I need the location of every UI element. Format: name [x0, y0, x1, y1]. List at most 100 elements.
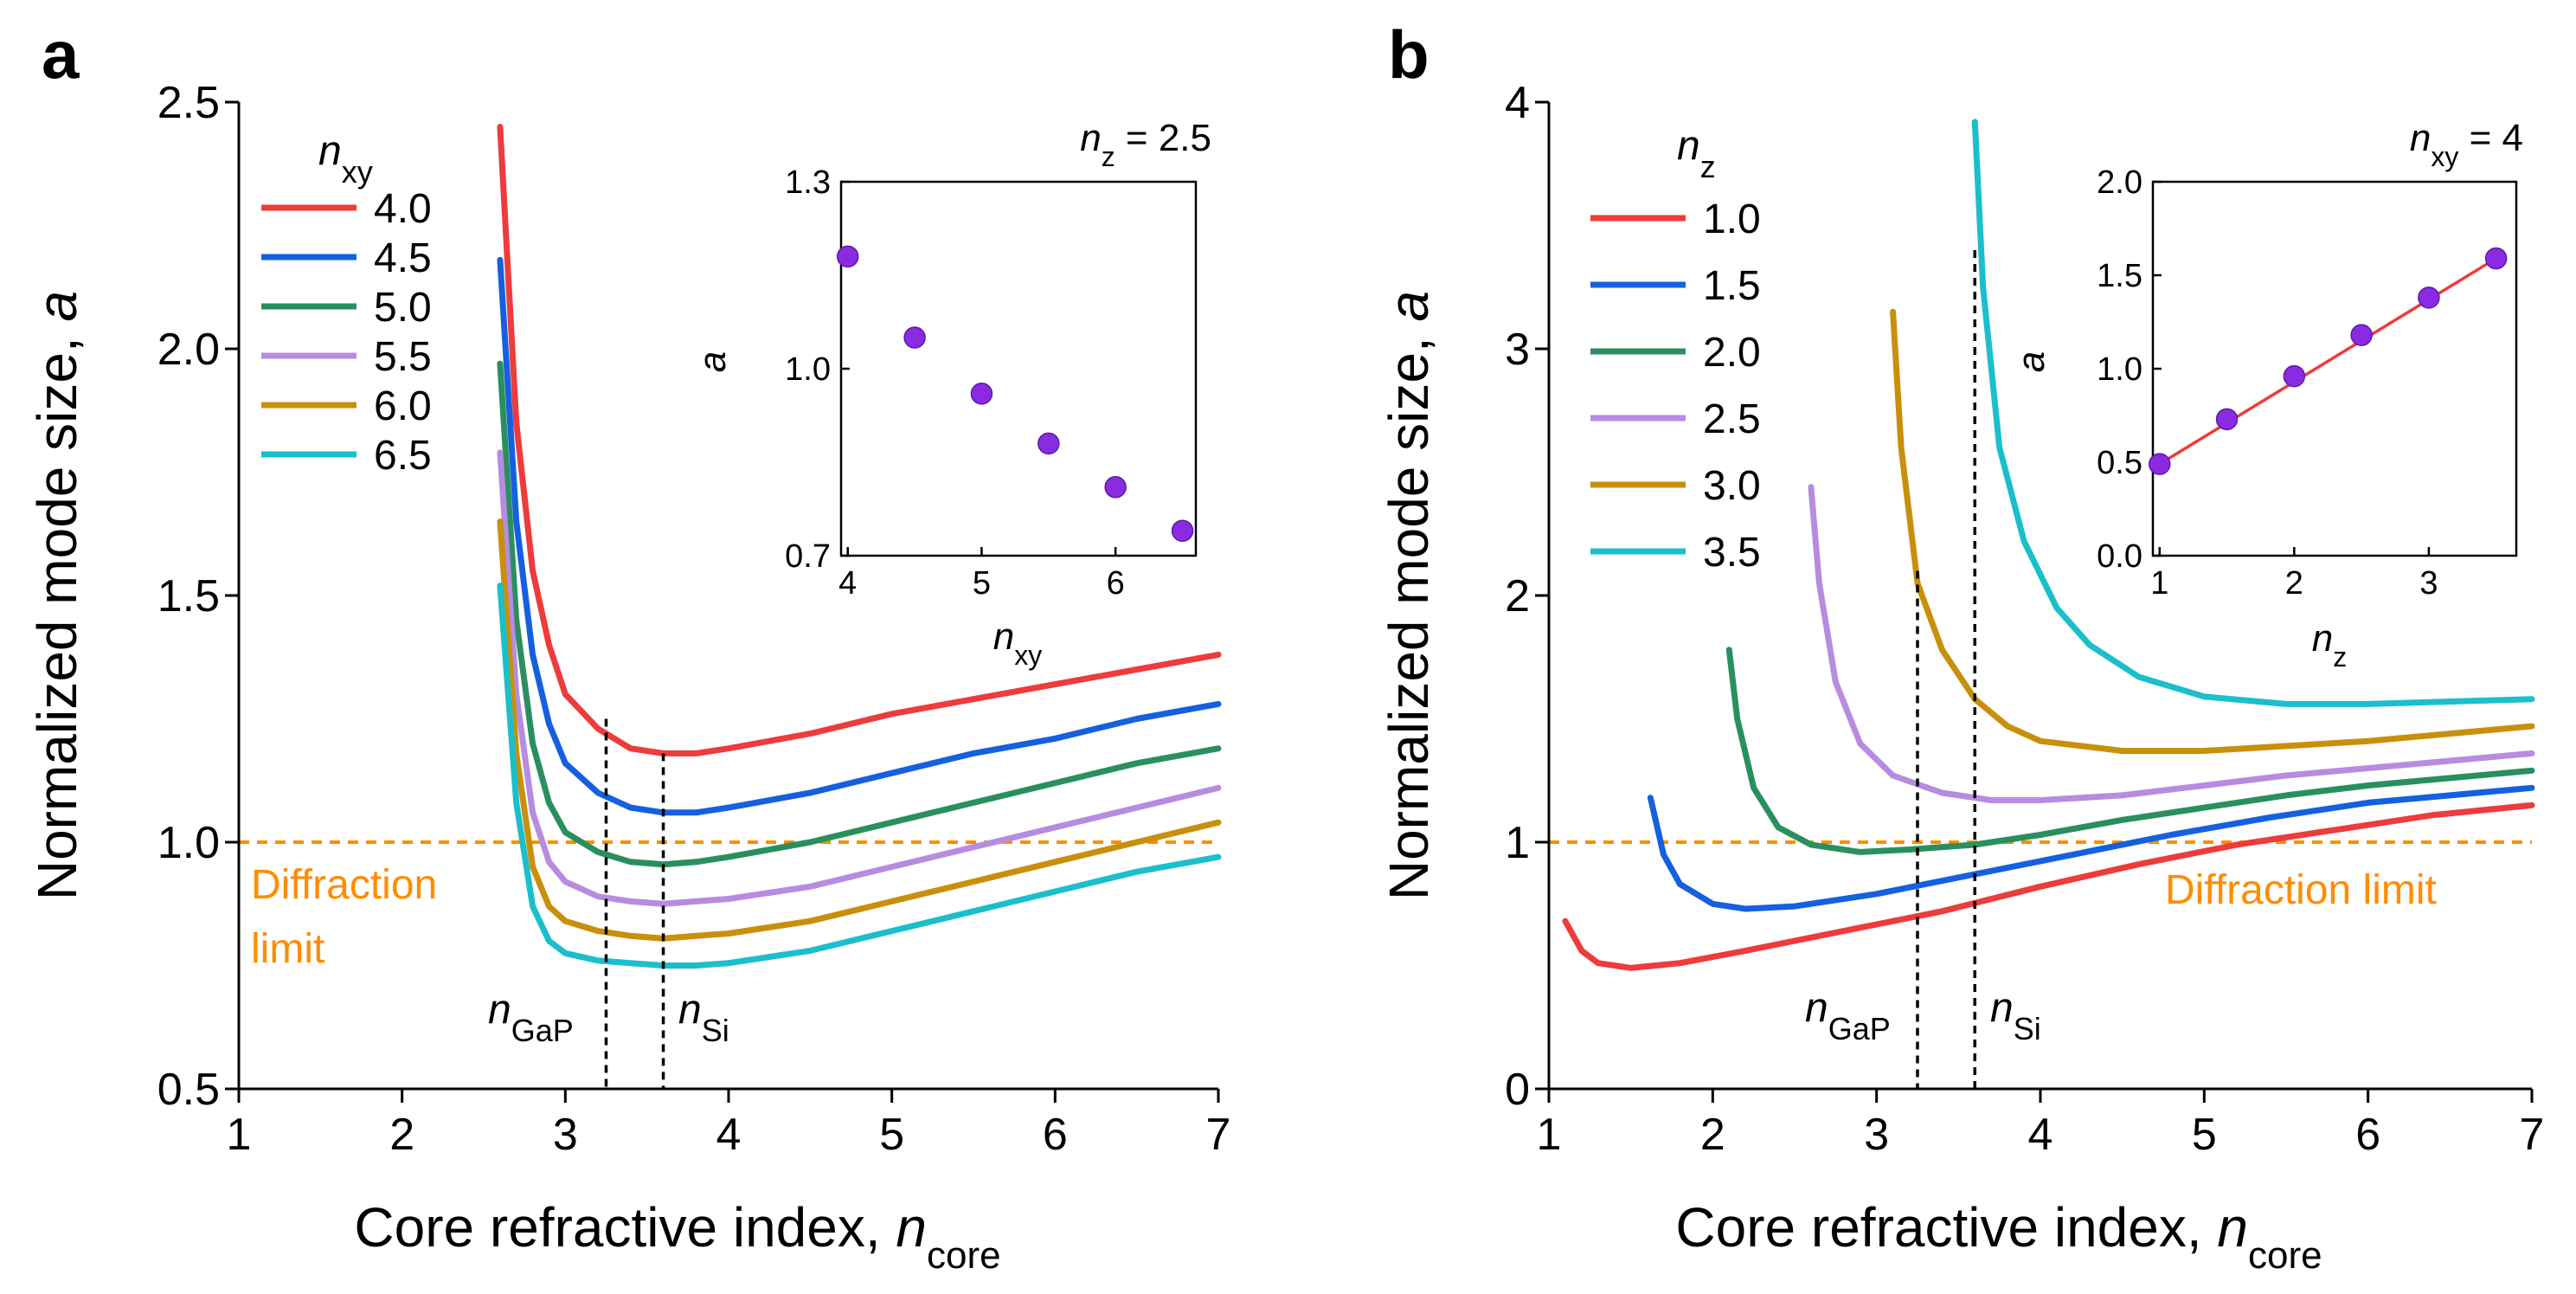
panel-a-inset-y-label: a — [691, 351, 734, 372]
panel-b-diffraction-label: Diffraction limit — [2165, 867, 2437, 913]
inset-y-tick-label: 1.5 — [2097, 258, 2142, 294]
y-tick-label: 1.0 — [157, 818, 220, 868]
inset-x-tick-label: 2 — [2285, 565, 2303, 602]
inset-x-tick-label: 6 — [1107, 565, 1125, 602]
x-tick-label: 4 — [716, 1110, 742, 1160]
inset-data-point — [2350, 324, 2373, 346]
series-line-6.0 — [497, 518, 1222, 942]
panel-a-x-axis-label: Core refractive index, ncore — [354, 1196, 1000, 1277]
panel-a-diffraction-label-line1: Diffraction — [251, 862, 437, 908]
series-line-3.5 — [1971, 119, 2535, 707]
x-tick-label: 2 — [1700, 1110, 1725, 1160]
panel-a-inset-corner-label: nz = 2.5 — [1080, 117, 1211, 172]
inset-fit-line — [2158, 257, 2497, 466]
panel-a-y-axis-label: Normalized mode size, a — [26, 291, 88, 900]
inset-data-point — [1037, 432, 1060, 455]
x-tick-label: 3 — [1864, 1110, 1889, 1160]
series-line-1.0 — [1562, 802, 2535, 971]
y-tick-label: 2 — [1505, 571, 1530, 621]
legend-label-2.0: 2.0 — [1703, 330, 1761, 376]
inset-frame — [2151, 180, 2518, 557]
legend-label-2.5: 2.5 — [1703, 396, 1761, 442]
inset-y-tick-label: 0.0 — [2097, 538, 2142, 575]
x-tick-label: 6 — [1043, 1110, 1068, 1160]
inset-data-point — [1171, 519, 1194, 542]
panel-a-letter: a — [42, 16, 80, 93]
x-tick-label: 7 — [2520, 1110, 2545, 1160]
legend-label-3.5: 3.5 — [1703, 530, 1761, 576]
series-line-1.5 — [1647, 784, 2535, 912]
y-tick-label: 2.0 — [157, 325, 220, 375]
series-line-2.0 — [1725, 647, 2535, 855]
x-tick-label: 3 — [553, 1110, 578, 1160]
panel-b-marker-si-label: nSi — [1990, 985, 2041, 1046]
panel-a: a 1 2 3 4 5 6 7 0.5 1.0 1.5 2.0 2.5 Core refractive… — [26, 16, 1230, 1277]
x-tick-label: 5 — [2192, 1110, 2217, 1160]
inset-data-point — [2418, 286, 2440, 309]
x-tick-label: 2 — [389, 1110, 414, 1160]
x-tick-label: 1 — [227, 1110, 252, 1160]
x-tick-label: 7 — [1206, 1110, 1231, 1160]
inset-data-point — [1104, 476, 1127, 499]
y-tick-label: 3 — [1505, 325, 1530, 375]
panel-b-marker-gap-label: nGaP — [1805, 985, 1891, 1046]
x-tick-label: 1 — [1537, 1110, 1562, 1160]
panel-b-inset-x-label: nz — [2312, 617, 2347, 673]
y-tick-label: 1.5 — [157, 571, 220, 621]
series-line-4.5 — [497, 256, 1222, 816]
inset-y-tick-label: 1.0 — [2097, 351, 2142, 388]
panel-b-inset: 1 2 3 0.0 0.5 1.0 1.5 2.0 — [2097, 164, 2518, 602]
inset-data-point — [2149, 453, 2171, 475]
legend-label-4.5: 4.5 — [374, 235, 432, 281]
panel-b-legend-title: nz — [1677, 123, 1716, 184]
y-tick-label: 2.5 — [157, 78, 220, 128]
legend-label-1.0: 1.0 — [1703, 196, 1761, 242]
x-tick-label: 4 — [2028, 1110, 2053, 1160]
panel-a-diffraction-label-line2: limit — [251, 926, 324, 972]
inset-y-tick-label: 2.0 — [2097, 164, 2142, 201]
panel-b-letter: b — [1388, 16, 1429, 93]
panel-a-plot-area: 1 2 3 4 5 6 7 0.5 1.0 1.5 2.0 2.5 — [157, 78, 1231, 1160]
inset-data-point — [2484, 247, 2508, 270]
series-line-5.5 — [497, 449, 1222, 907]
panel-b-x-axis-label: Core refractive index, ncore — [1675, 1196, 2322, 1277]
inset-data-point — [903, 326, 926, 349]
series-line-3.0 — [1890, 308, 2535, 754]
legend-label-6.0: 6.0 — [374, 383, 432, 429]
inset-y-tick-label: 1.0 — [785, 351, 831, 388]
inset-x-tick-label: 1 — [2150, 565, 2168, 602]
panel-b-y-axis-label: Normalized mode size, a — [1378, 291, 1440, 900]
inset-y-tick-label: 0.5 — [2097, 445, 2142, 481]
legend-label-1.5: 1.5 — [1703, 263, 1761, 309]
y-tick-label: 4 — [1505, 78, 1530, 128]
panel-b-inset-corner-label: nxy = 4 — [2410, 117, 2523, 172]
x-tick-label: 6 — [2355, 1110, 2380, 1160]
legend-label-6.5: 6.5 — [374, 433, 432, 479]
y-tick-label: 1 — [1505, 818, 1530, 868]
x-tick-label: 5 — [879, 1110, 904, 1160]
series-line-4.0 — [497, 124, 1222, 756]
panel-a-legend-title: nxy — [318, 128, 373, 190]
panel-a-inset: 4 5 6 0.7 1.0 1.3 — [785, 164, 1198, 602]
inset-x-tick-label: 5 — [973, 565, 991, 602]
legend-label-4.0: 4.0 — [374, 186, 432, 232]
series-line-5.0 — [497, 360, 1222, 868]
inset-frame — [839, 180, 1198, 557]
panel-a-legend: 4.04.55.05.56.06.5 — [261, 186, 432, 479]
panel-a-inset-x-label: nxy — [993, 615, 1042, 671]
panel-b-inset-y-label: a — [2010, 351, 2052, 372]
panel-a-marker-si-label: nSi — [678, 987, 729, 1048]
inset-data-point — [2215, 408, 2239, 431]
series-line-2.5 — [1808, 484, 2535, 803]
inset-data-point — [970, 383, 993, 405]
legend-label-5.0: 5.0 — [374, 285, 432, 331]
inset-data-point — [2283, 364, 2306, 388]
y-tick-label: 0.5 — [157, 1065, 220, 1115]
series-line-6.5 — [497, 583, 1222, 969]
legend-label-3.0: 3.0 — [1703, 463, 1761, 509]
legend-label-5.5: 5.5 — [374, 334, 432, 380]
inset-y-tick-label: 1.3 — [785, 164, 831, 201]
